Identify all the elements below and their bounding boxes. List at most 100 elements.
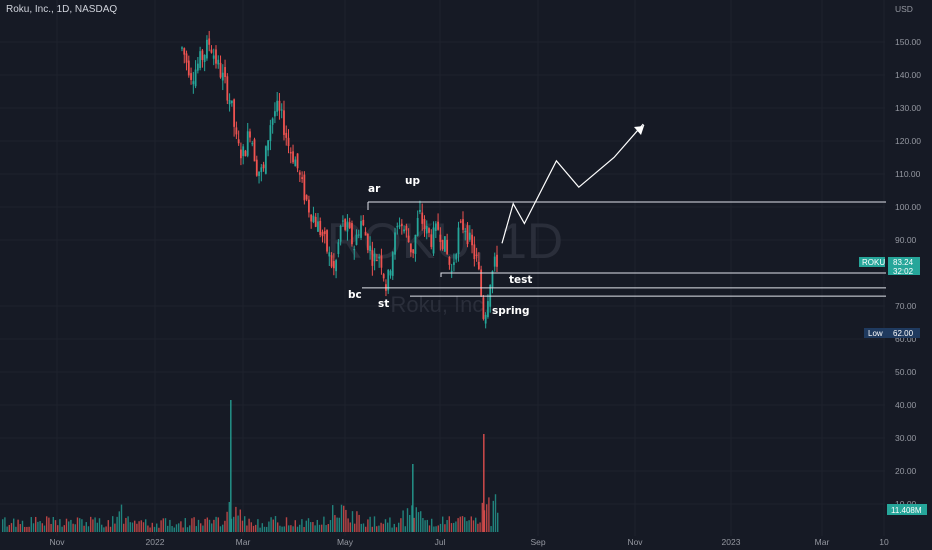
volume-bar [257,519,259,532]
candle-body [301,177,304,179]
candle-body [294,159,297,167]
volume-bar [312,522,314,532]
low-badge-bg [864,328,890,338]
volume-bar [233,516,235,532]
candle-body [283,110,285,135]
volume-bar [217,517,219,532]
volume-bar [65,518,68,532]
volume-bar [409,515,411,532]
volume-bar [206,517,208,532]
volume-bar [347,518,349,532]
volume-bar [147,525,149,532]
candle-body [249,131,251,138]
candle-body [341,220,344,222]
volume-bar [21,520,24,532]
candle-body [203,55,206,62]
volume-bar [208,519,211,532]
volume-bar [398,522,400,532]
volume-bar [90,516,92,532]
volume-bar [167,525,169,532]
volume-bar [391,527,393,532]
candle-body [308,199,310,213]
volume-bar [15,526,17,532]
volume-bar [327,524,329,532]
price-tick-label: 110.00 [895,169,921,179]
volume-bar [24,526,26,532]
volume-bar [193,517,195,532]
candle-body [206,39,208,59]
volume-bar [387,522,389,532]
volume-bar [461,516,464,532]
volume-bar [272,519,274,532]
volume-bar [413,517,415,532]
price-tick-label: 140.00 [895,70,921,80]
volume-bar [96,522,98,532]
volume-bar [239,509,241,532]
volume-bar [494,494,497,532]
volume-bar [448,516,450,532]
candle-body [448,257,451,265]
volume-bar [226,511,228,532]
volume-bar [169,519,171,532]
candle-body [344,219,347,230]
volume-bar [486,504,488,532]
volume-bar [248,518,250,532]
volume-bar [39,521,41,532]
volume-bar [356,511,358,532]
candle-body [414,234,417,254]
volume-bar [459,516,461,532]
volume-bar [457,518,459,532]
price-axis: USD 150.00 140.00 130.00 120.00 110.00 100.00 9… [895,4,921,509]
volume-bar [334,515,336,532]
candle-body [378,256,381,259]
candle-body [437,221,439,230]
volume-bar [246,525,248,532]
volume-bar [329,520,332,532]
volume-bar [68,521,70,532]
volume-bar [30,517,32,532]
low-badge-label: Low [868,329,883,338]
candle-body [192,81,195,85]
candle-body [276,100,279,112]
volume-bar [195,526,197,532]
candle-body [434,223,437,231]
candle-body [321,231,324,237]
candle-body [226,76,229,101]
price-badge-bg [888,257,920,275]
volume-bar [351,511,354,532]
volume-bar [354,523,356,532]
volume-bar [116,516,118,532]
volume-bar [378,525,380,532]
volume-bar [156,523,158,532]
candle-body [375,260,378,262]
candle-body [337,242,340,254]
volume-bar [142,522,145,532]
candle-body [373,253,376,262]
volume-bar [109,526,112,532]
volume-bar [477,523,479,532]
candle-body [369,245,371,252]
candle-body [362,219,365,226]
candle-body [323,231,326,235]
volume-bar [455,521,457,532]
volume-bar [70,519,72,532]
volume-bar [277,522,279,532]
volume-bar [417,512,420,532]
level-lines [362,201,886,297]
candle-body [459,221,462,223]
candle-body [475,254,478,256]
volume-bar [191,518,193,532]
candle-body [389,270,392,276]
volume-bar [219,526,222,532]
candle-body [267,140,270,151]
volume-bar [114,523,116,532]
volume-bar [340,504,343,532]
volume-bar [138,521,140,532]
candle-body [360,221,362,238]
volume-bar [173,527,175,532]
volume-bar [343,505,345,532]
volume-bar [395,527,398,532]
time-tick-label: Mar [815,537,830,547]
candle-body [432,227,435,254]
